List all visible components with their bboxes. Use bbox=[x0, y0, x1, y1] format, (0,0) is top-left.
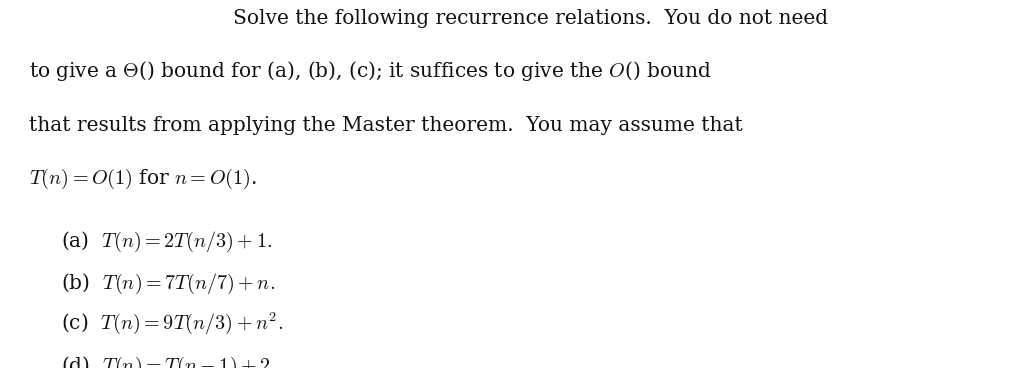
Text: Solve the following recurrence relations.  You do not need: Solve the following recurrence relations… bbox=[232, 9, 826, 28]
Text: to give a $\Theta$() bound for (a), (b), (c); it suffices to give the $O$() boun: to give a $\Theta$() bound for (a), (b),… bbox=[29, 59, 710, 83]
Text: (d)  $T(n) = T(n-1) + 2.$: (d) $T(n) = T(n-1) + 2.$ bbox=[61, 355, 275, 368]
Text: $T(n) = O(1)$ for $n = O(1)$.: $T(n) = O(1)$ for $n = O(1)$. bbox=[29, 167, 256, 191]
Text: (b)  $T(n) = 7T(n/7) + n.$: (b) $T(n) = 7T(n/7) + n.$ bbox=[61, 272, 275, 296]
Text: (c)  $T(n) = 9T(n/3) + n^2.$: (c) $T(n) = 9T(n/3) + n^2.$ bbox=[61, 311, 283, 336]
Text: (a)  $T(n) = 2T(n/3) + 1.$: (a) $T(n) = 2T(n/3) + 1.$ bbox=[61, 230, 272, 254]
Text: that results from applying the Master theorem.  You may assume that: that results from applying the Master th… bbox=[29, 116, 742, 135]
